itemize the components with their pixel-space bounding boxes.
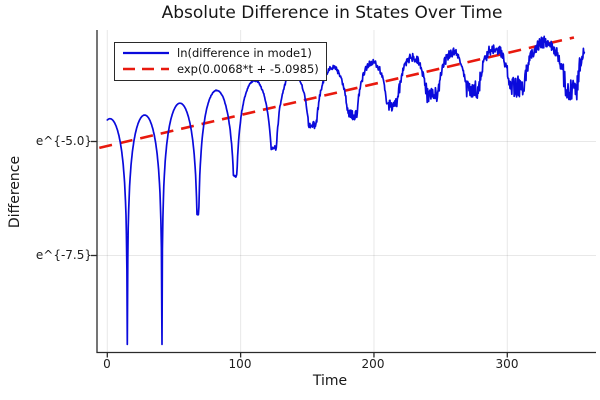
x-tick-label-200: 200 <box>361 357 385 371</box>
legend-label-fit: exp(0.0068*t + -5.0985) <box>177 62 319 76</box>
y-tick-label-e-7-5: e^{-7.5} <box>35 248 92 262</box>
x-tick-label-300: 300 <box>495 357 519 371</box>
legend-entry-fit: exp(0.0068*t + -5.0985) <box>120 61 319 77</box>
x-tick-label-100: 100 <box>228 357 252 371</box>
y-axis-label: Difference <box>7 155 23 229</box>
x-axis-label: Time <box>312 373 348 389</box>
legend-line-sample-red-dashed <box>123 67 169 71</box>
x-tick-label-0: 0 <box>103 357 111 371</box>
y-tick-label-e-5: e^{-5.0} <box>35 134 92 148</box>
legend-label-data: ln(difference in mode1) <box>177 46 312 60</box>
chart-title: Absolute Difference in States Over Time <box>161 3 503 23</box>
legend: ln(difference in mode1) exp(0.0068*t + -… <box>114 42 327 81</box>
legend-line-sample-blue <box>123 51 169 55</box>
legend-entry-data: ln(difference in mode1) <box>120 45 319 61</box>
